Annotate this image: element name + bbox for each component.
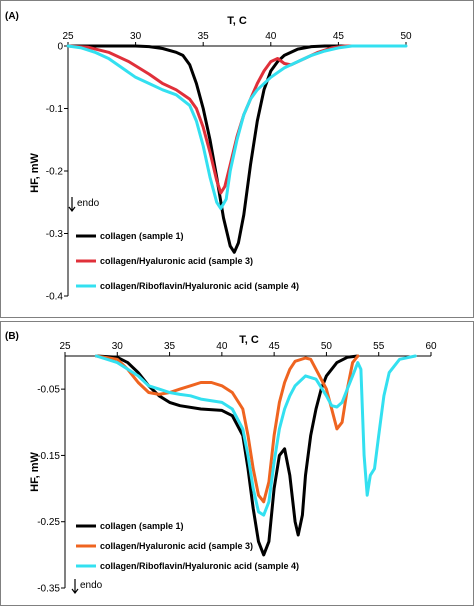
panel-b-series-line-3 [94,354,417,517]
panel-a-frame [0,0,474,318]
panel-b-legend-label-3: collagen/Riboflavin/Hyaluronic acid (sam… [100,561,299,571]
panel-a-y-tick-label: -0.2 [46,167,64,178]
panel-b-x-tick-label: 60 [425,341,437,352]
panel-b-y-tick-label: -0.05 [37,385,60,396]
panel-a-legend-label-2: collagen/Hyaluronic acid (sample 3) [100,256,253,266]
panel-b-y-tick-label: -0.25 [37,517,60,528]
panel-a-x-tick-label: 25 [62,31,74,42]
panel-a-y-tick-label: -0.3 [46,229,64,240]
panel-b-x-tick-label: 30 [112,341,124,352]
panel-a-xlabel: T, C [227,15,247,27]
panel-b-label: (B) [5,331,19,342]
panel-b-x-tick-label: 35 [164,341,176,352]
panel-b-x-tick-label: 45 [269,341,281,352]
panel-a-legend-label-1: collagen (sample 1) [100,231,184,241]
panel-a-series-line-3 [66,44,408,210]
panel-b-x-tick-label: 40 [216,341,228,352]
panel-a-series-line-1 [66,44,354,254]
panel-a-y-tick-label: -0.4 [46,292,64,303]
panel-a-x-tick-label: 35 [198,31,210,42]
panel-a-x-tick-label: 30 [130,31,142,42]
panel-a-label: (A) [5,11,19,22]
panel-a-y-tick-label: -0.1 [46,104,64,115]
panel-a-endo-label: endo [77,198,100,209]
panel-b-endo-arrow-icon [71,579,79,594]
panel-a-ylabel: HF, mW [29,153,41,193]
panel-a-legend-label-3: collagen/Riboflavin/Hyaluronic acid (sam… [100,281,299,291]
panel-b-legend-label-1: collagen (sample 1) [100,521,184,531]
panel-b-x-tick-label: 50 [321,341,333,352]
panel-a-x-tick-label: 45 [333,31,345,42]
plot-layer: 25 30 35 40 45 50 0 -0.1 -0.2 -0.3 -0.4 collagen (s… [37,31,437,595]
panel-a-endo-arrow-icon [68,197,76,212]
panel-b-x-tick-label: 55 [373,341,385,352]
panel-b-x-tick-label: 25 [59,341,71,352]
panel-b-xlabel: T, C [239,334,259,346]
panel-b-series-line-1 [94,354,360,557]
panel-b-ylabel: HF, mW [29,452,41,492]
panel-b-legend-label-2: collagen/Hyaluronic acid (sample 3) [100,541,253,551]
panel-b-series-line-2 [94,354,360,504]
panel-a-x-tick-label: 50 [400,31,412,42]
panel-b-y-tick-label: -0.35 [37,584,60,595]
panel-b-y-tick-label: -0.15 [37,451,60,462]
panel-a-y-tick-label: 0 [57,42,63,53]
panel-b-endo-label: endo [80,580,103,591]
panel-a-x-tick-label: 40 [265,31,277,42]
